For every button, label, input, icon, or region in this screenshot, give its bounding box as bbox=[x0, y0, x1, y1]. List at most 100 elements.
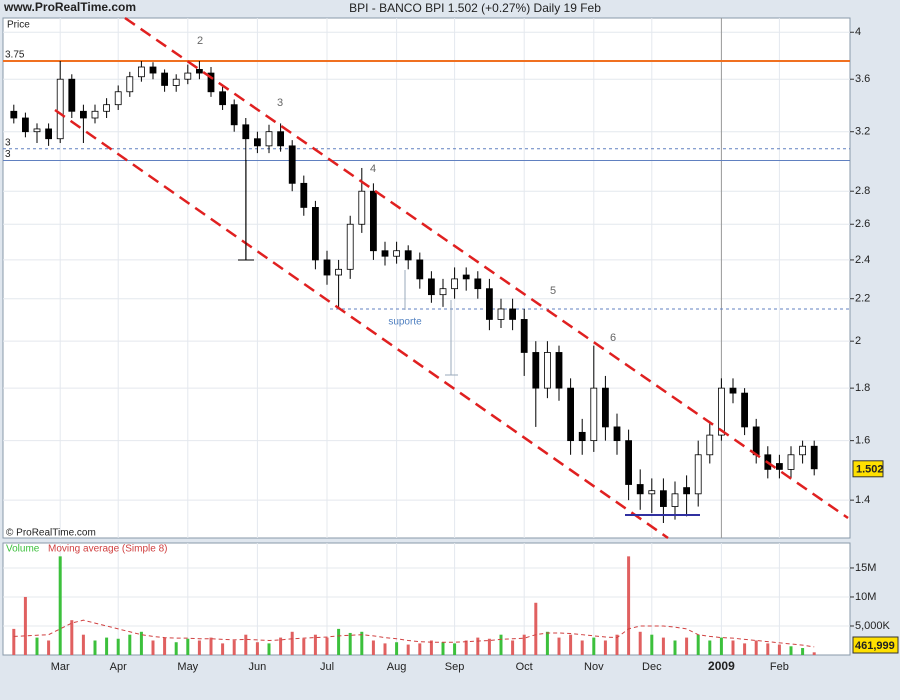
volume-bar bbox=[313, 634, 317, 655]
candle-body bbox=[56, 78, 64, 140]
volume-bar bbox=[93, 640, 97, 655]
volume-bar bbox=[476, 637, 480, 655]
last-volume: 461,999 bbox=[855, 640, 895, 652]
y-tick-label: 2.4 bbox=[855, 254, 870, 266]
candle-body bbox=[427, 278, 435, 296]
y-tick-label: 2.6 bbox=[855, 218, 870, 230]
volume-bar bbox=[522, 634, 526, 655]
candle-body bbox=[451, 278, 459, 290]
candle-body bbox=[114, 91, 122, 106]
trend-line-lower bbox=[54, 108, 669, 540]
candle-body bbox=[509, 308, 517, 320]
volume-bar bbox=[627, 556, 631, 655]
volume-bar bbox=[128, 634, 132, 655]
candle-body bbox=[706, 434, 714, 456]
x-tick-label: Nov bbox=[584, 661, 604, 673]
candle-body bbox=[671, 493, 679, 507]
chart-title: BPI - BANCO BPI 1.502 (+0.27%) Daily 19 … bbox=[349, 1, 601, 15]
volume-bar bbox=[464, 640, 468, 655]
last-price: 1.502 bbox=[856, 464, 884, 476]
level-label: 3 bbox=[5, 137, 11, 148]
candle-body bbox=[683, 487, 690, 495]
wave-label: 3 bbox=[277, 97, 283, 109]
volume-bar bbox=[685, 637, 689, 655]
candle-body bbox=[265, 131, 273, 147]
candle-body bbox=[68, 78, 76, 112]
candle-body bbox=[590, 387, 598, 442]
x-tick-label: May bbox=[177, 661, 198, 673]
candle-body bbox=[195, 69, 203, 74]
volume-bar bbox=[638, 631, 642, 655]
level-label: 3.75 bbox=[5, 50, 25, 61]
volume-bar bbox=[302, 638, 306, 655]
y-tick-label: 15M bbox=[855, 562, 876, 574]
candle-body bbox=[636, 484, 644, 495]
x-tick-label: Dec bbox=[642, 661, 662, 673]
volume-bar bbox=[58, 556, 62, 655]
volume-bar bbox=[557, 637, 561, 655]
volume-bar bbox=[719, 637, 723, 655]
volume-bar bbox=[499, 634, 503, 655]
volume-bar bbox=[197, 640, 201, 655]
volume-bar bbox=[754, 640, 758, 655]
candle-body bbox=[787, 454, 795, 470]
candle-body bbox=[335, 268, 343, 276]
candle-body bbox=[660, 490, 667, 507]
candle-body bbox=[567, 387, 574, 442]
volume-bar bbox=[337, 628, 341, 655]
x-tick-label: Oct bbox=[516, 661, 533, 673]
volume-bar bbox=[163, 637, 167, 655]
candle-body bbox=[799, 445, 806, 456]
volume-bar bbox=[12, 628, 16, 655]
volume-bar bbox=[395, 642, 399, 655]
volume-bar bbox=[406, 644, 410, 655]
volume-bar bbox=[70, 620, 74, 655]
candle-body bbox=[520, 319, 528, 353]
candle-body bbox=[404, 250, 412, 261]
candle-body bbox=[207, 72, 215, 93]
x-tick-label: Aug bbox=[387, 661, 407, 673]
volume-bar bbox=[545, 631, 549, 655]
volume-bar bbox=[511, 640, 515, 655]
candle-body bbox=[625, 440, 632, 485]
volume-bar bbox=[255, 642, 259, 655]
volume-bar bbox=[708, 640, 712, 655]
volume-bar bbox=[116, 638, 120, 655]
volume-bar bbox=[267, 643, 271, 655]
y-tick-label: 5,000K bbox=[855, 620, 891, 632]
volume-bar bbox=[244, 634, 248, 655]
volume-bar bbox=[673, 640, 677, 655]
volume-bar bbox=[81, 634, 85, 655]
volume-bar bbox=[174, 642, 178, 655]
volume-bar bbox=[743, 643, 747, 655]
candle-body bbox=[230, 104, 238, 126]
candle-body bbox=[462, 274, 470, 280]
x-tick-label: Jun bbox=[249, 661, 267, 673]
x-tick-label: Jul bbox=[320, 661, 334, 673]
candle-body bbox=[694, 454, 702, 495]
volume-bar bbox=[325, 637, 329, 655]
wave-label: 6 bbox=[610, 332, 616, 344]
y-tick-label: 2.8 bbox=[855, 185, 870, 197]
volume-ma bbox=[13, 619, 815, 648]
y-tick-label: 3.6 bbox=[855, 73, 870, 85]
candle-body bbox=[416, 259, 424, 280]
wave-label: 5 bbox=[550, 285, 556, 297]
volume-bar bbox=[487, 638, 491, 655]
volume-bar bbox=[650, 634, 654, 655]
candle-body bbox=[149, 66, 157, 74]
last-volume-box bbox=[852, 636, 899, 654]
candle-body bbox=[184, 72, 192, 80]
candle-body bbox=[741, 392, 748, 428]
support-label: suporte bbox=[388, 317, 422, 328]
volume-bar bbox=[661, 637, 665, 655]
volume-bars bbox=[12, 556, 816, 655]
volume-bar bbox=[580, 640, 584, 655]
candle-body bbox=[311, 207, 319, 261]
candle-body bbox=[288, 145, 296, 184]
candle-body bbox=[578, 431, 586, 442]
volume-bar bbox=[47, 640, 51, 655]
level-label: 3 bbox=[5, 149, 11, 160]
volume-bar bbox=[151, 640, 155, 655]
volume-bar bbox=[615, 634, 619, 655]
